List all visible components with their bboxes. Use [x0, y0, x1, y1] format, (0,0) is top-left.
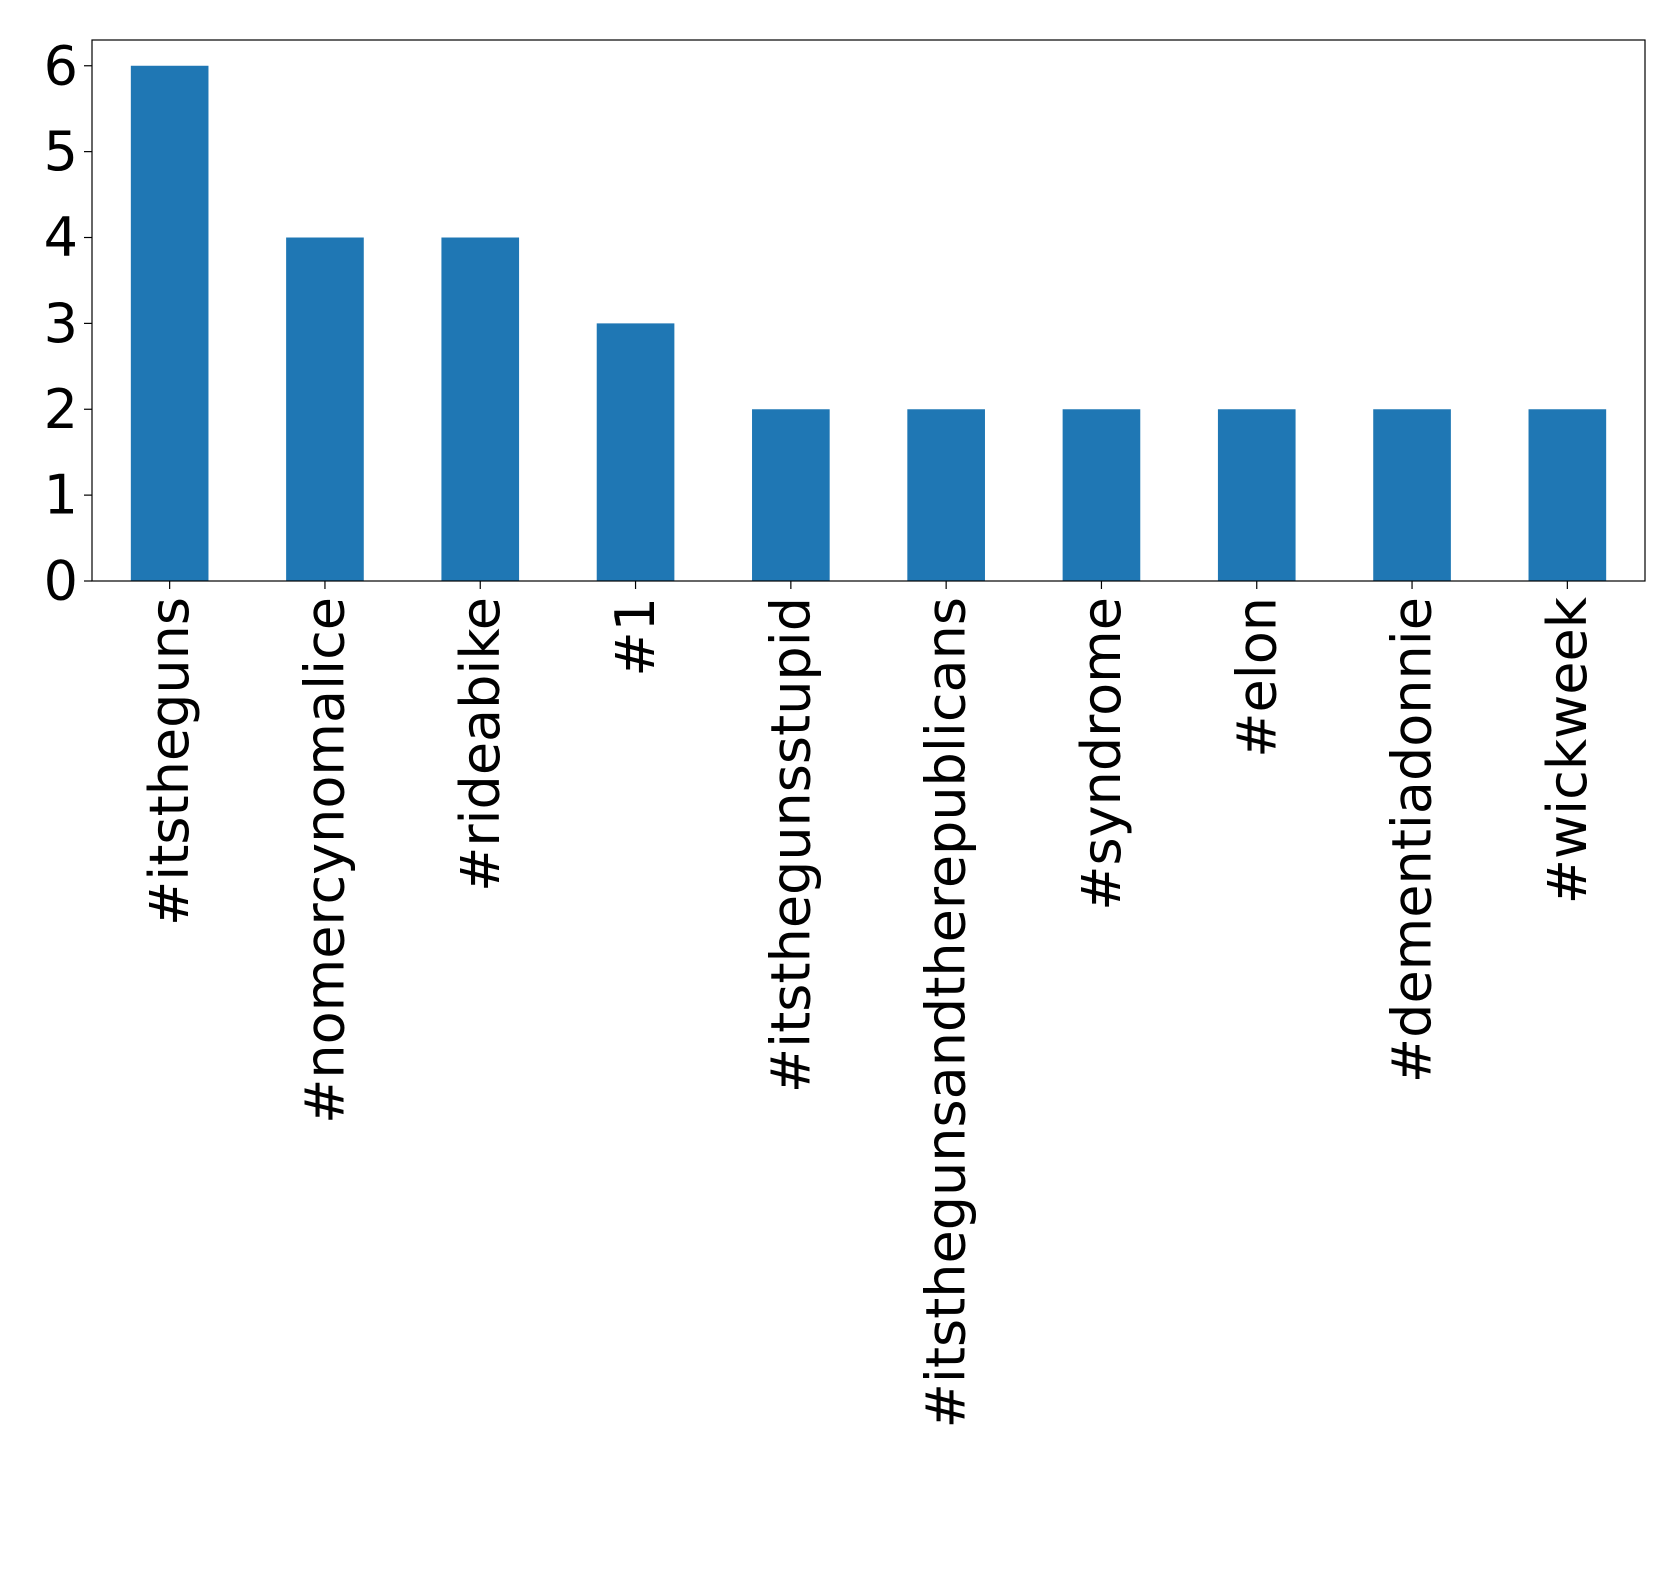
x-tick-label: #nomercynomalice [293, 597, 356, 1124]
x-tick-label: #dementiadonnie [1381, 597, 1444, 1083]
x-tick-label: #itsthegunsandtherepublicans [915, 597, 978, 1428]
y-axis: 0 1 2 3 4 5 6 [44, 34, 92, 613]
y-tick-label: 3 [44, 292, 78, 355]
bar-dementiadonnie [1373, 409, 1451, 581]
bar-itsthegunsstupid [752, 409, 830, 581]
x-tick-label: #syndrome [1070, 597, 1133, 911]
bar-syndrome [1062, 409, 1141, 581]
x-tick-label: #wickweek [1536, 596, 1599, 904]
y-tick-label: 1 [44, 464, 78, 527]
x-tick-label: #1 [604, 597, 667, 677]
x-axis: #itstheguns #nomercynomalice #rideabike #1 #… [138, 581, 1599, 1428]
bar-itsthegunsandtherepublicans [907, 409, 985, 581]
bars [130, 65, 1607, 581]
bar-nomercynomalice [286, 237, 364, 581]
bar-rideabike [441, 237, 520, 581]
y-tick-label: 6 [44, 34, 78, 97]
plot-frame [91, 39, 1646, 582]
x-tick-label: #elon [1225, 597, 1288, 758]
bar-1 [596, 323, 675, 581]
y-tick-label: 4 [44, 206, 78, 269]
x-tick-label: #itstheguns [138, 597, 201, 926]
x-tick-label: #itsthegunsstupid [759, 597, 822, 1093]
x-tick-label: #rideabike [449, 597, 512, 892]
y-tick-label: 2 [44, 378, 78, 441]
bar-elon [1217, 409, 1296, 581]
bar-wickweek [1528, 409, 1607, 581]
y-tick-label: 5 [44, 120, 78, 183]
y-tick-label: 0 [44, 550, 78, 613]
bar-itstheguns [130, 65, 209, 581]
